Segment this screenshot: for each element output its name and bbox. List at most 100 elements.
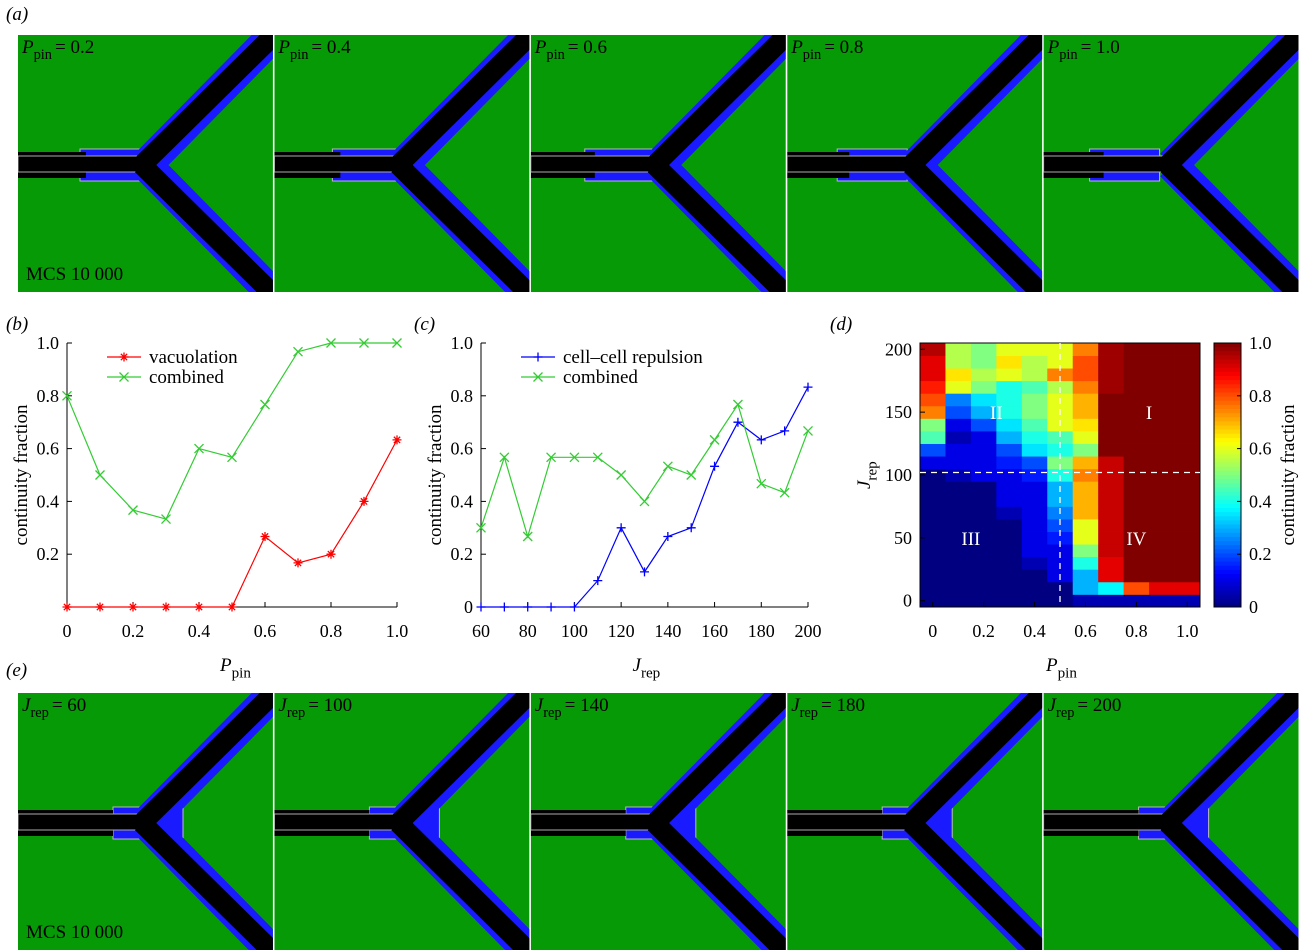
lumen	[134, 815, 273, 950]
x-axis-label: Jrep	[633, 655, 661, 681]
heat-cell	[920, 355, 946, 369]
heat-cell	[1123, 594, 1150, 608]
marker	[128, 602, 138, 612]
legend-label: cell–cell repulsion	[563, 347, 703, 368]
heat-cell	[945, 481, 972, 495]
heat-cell	[1174, 581, 1201, 595]
heat-cell	[1174, 368, 1201, 382]
colorbar-slice	[1214, 384, 1241, 389]
colorbar-slice	[1214, 367, 1241, 373]
heat-cell	[1021, 418, 1048, 432]
colorbar-slice	[1214, 351, 1241, 356]
heat-cell	[1174, 393, 1201, 407]
symbol: P	[534, 37, 547, 58]
snapshot-caption: Ppin = 0.8	[790, 37, 863, 63]
symbol: P	[1045, 655, 1058, 676]
x-tick-label: 120	[608, 621, 635, 641]
colorbar-slice	[1214, 508, 1241, 513]
heat-cell	[1149, 443, 1175, 457]
x-tick-label: 180	[748, 621, 775, 641]
y-tick-label: 0.8	[37, 386, 60, 406]
heat-cell	[920, 405, 946, 419]
colorbar-slice	[1214, 578, 1241, 583]
x-tick-label: 80	[519, 621, 537, 641]
heat-cell	[1072, 431, 1099, 444]
colorbar-slice	[1214, 363, 1241, 369]
colorbar-tick-label: 0.2	[1249, 544, 1272, 564]
heat-cell	[970, 343, 997, 356]
heat-cell	[920, 468, 946, 482]
heat-cell	[1123, 343, 1150, 356]
heat-cell	[1021, 431, 1048, 444]
heat-cell	[920, 418, 946, 432]
heat-cell	[1021, 380, 1048, 394]
heat-cell	[1149, 380, 1175, 394]
heat-cell	[1098, 380, 1125, 394]
colorbar-frame	[1213, 342, 1242, 608]
heat-cell	[996, 343, 1023, 356]
colorbar-slice	[1214, 413, 1241, 418]
lumen	[530, 155, 664, 173]
lumen	[1043, 155, 1177, 173]
x-tick-label: 0.4	[188, 621, 211, 641]
heat-cell	[1123, 468, 1150, 482]
heat-cell	[1098, 405, 1125, 419]
simulation-snapshot	[787, 693, 1043, 950]
y-tick-label: 0.8	[451, 386, 474, 406]
heat-cell	[1021, 481, 1048, 495]
colorbar-slice	[1214, 487, 1241, 492]
heat-cell	[920, 368, 946, 382]
series-line	[66, 342, 397, 520]
heat-cell	[1174, 405, 1201, 419]
marker	[476, 602, 486, 612]
marker	[709, 434, 720, 445]
colorbar-slice	[1214, 466, 1241, 472]
marker	[499, 602, 509, 612]
lumen	[134, 35, 273, 173]
heat-cell	[996, 468, 1023, 482]
heat-cell	[970, 594, 997, 608]
simulation-snapshot	[530, 693, 786, 950]
heat-cell	[1123, 393, 1150, 407]
lumen	[391, 35, 530, 173]
colorbar-slice	[1214, 516, 1241, 521]
marker	[326, 338, 336, 348]
subscript: rep	[30, 705, 48, 721]
heat-cell	[1098, 493, 1125, 507]
x-tick-label: 0.6	[1074, 621, 1097, 641]
heat-cell	[1098, 481, 1125, 495]
legend-marker	[533, 372, 543, 382]
value-text: = 60	[52, 695, 86, 716]
colorbar-slice	[1214, 392, 1241, 398]
legend-marker	[119, 372, 129, 382]
symbol: P	[790, 37, 803, 58]
heat-cell	[1098, 343, 1125, 356]
marker	[227, 452, 237, 463]
heat-cell	[970, 431, 997, 444]
lumen	[647, 157, 786, 292]
heat-cell	[945, 493, 972, 507]
series-line	[480, 403, 809, 539]
heat-cell	[996, 431, 1023, 444]
heat-cell	[1149, 468, 1175, 482]
heat-cell	[1021, 405, 1048, 419]
snapshot-caption: Jrep = 100	[278, 695, 352, 721]
heat-cell	[945, 581, 972, 595]
colorbar-slice	[1214, 520, 1241, 525]
heat-cell	[945, 418, 972, 432]
subscript: rep	[543, 705, 561, 721]
simulation-snapshot	[274, 693, 530, 950]
lumen	[274, 813, 407, 831]
colorbar-slice	[1214, 475, 1241, 480]
heat-cell	[970, 380, 997, 394]
colorbar-slice	[1214, 524, 1241, 530]
lumen	[1160, 815, 1299, 950]
marker	[95, 602, 105, 612]
heat-cell	[920, 343, 946, 356]
snapshot-caption: Ppin = 1.0	[1047, 37, 1120, 63]
heat-cell	[945, 393, 972, 407]
colorbar-slice	[1214, 442, 1241, 447]
colorbar-slice	[1214, 557, 1241, 563]
lumen	[787, 155, 920, 173]
panel-label: (e)	[6, 660, 27, 681]
